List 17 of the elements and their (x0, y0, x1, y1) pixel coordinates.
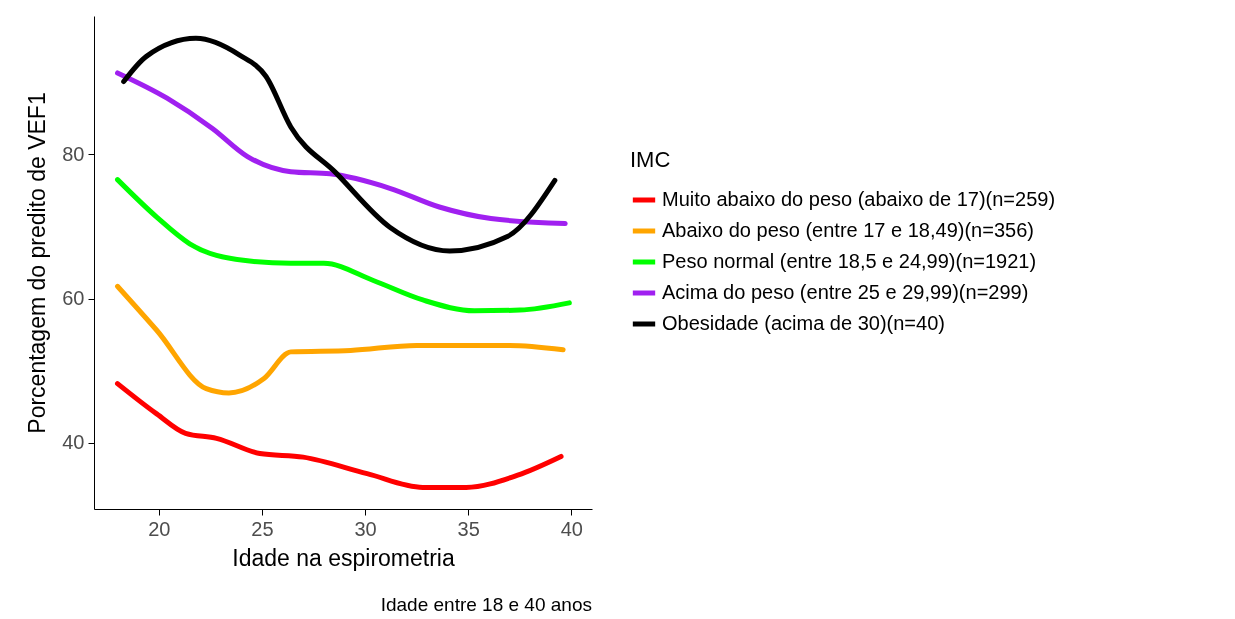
y-axis-title: Porcentagem do predito de VEF1 (24, 92, 51, 434)
x-tick-label: 20 (148, 517, 171, 540)
y-tick-label: 60 (62, 287, 85, 310)
x-axis-title: Idade na espirometria (232, 544, 455, 571)
y-tick-label: 80 (62, 142, 85, 165)
x-tick-label: 30 (354, 517, 377, 540)
legend-label: Abaixo do peso (entre 17 e 18,49)(n=356) (662, 219, 1034, 241)
y-tick-label: 40 (62, 431, 85, 454)
legend-label: Obesidade (acima de 30)(n=40) (662, 312, 945, 334)
x-tick-label: 35 (457, 517, 480, 540)
x-tick-label: 25 (251, 517, 274, 540)
text: Idade entre 18 e 40 anos (380, 594, 592, 616)
x-tick-label: 40 (560, 517, 583, 540)
legend-label: Peso normal (entre 18,5 e 24,99)(n=1921) (662, 250, 1037, 272)
legend-label: Acima do peso (entre 25 e 29,99)(n=299) (662, 281, 1029, 303)
legend-title: IMC (630, 147, 671, 172)
legend-label: Muito abaixo do peso (abaixo de 17)(n=259) (662, 188, 1056, 210)
